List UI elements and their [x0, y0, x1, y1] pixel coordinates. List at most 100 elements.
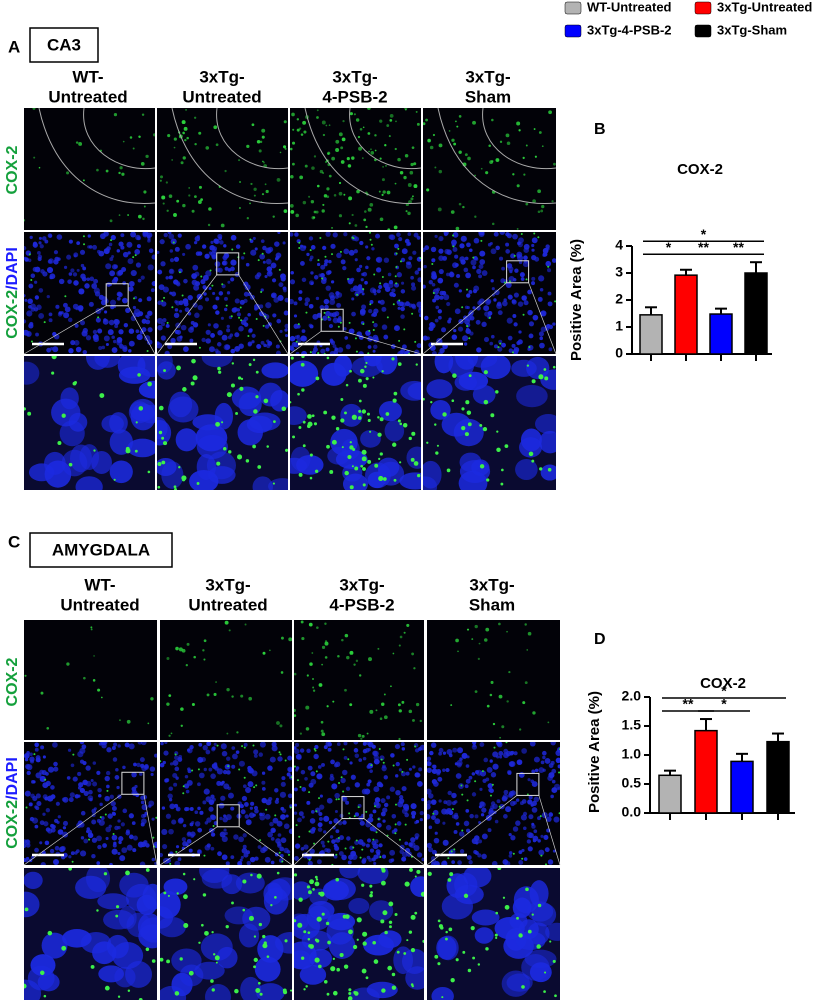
cox2-signal	[166, 702, 170, 706]
nucleus	[426, 336, 430, 341]
cox2-signal	[306, 674, 309, 677]
micrograph	[24, 868, 157, 1000]
nucleus	[518, 330, 522, 334]
zoom-line	[156, 274, 217, 355]
cox2-signal	[27, 411, 32, 416]
cox2-signal	[367, 207, 372, 212]
nucleus	[168, 268, 175, 275]
nucleus	[501, 342, 506, 348]
cox2-signal	[205, 146, 210, 150]
nucleus	[328, 932, 356, 959]
nucleus	[526, 839, 532, 844]
cox2-signal	[200, 198, 203, 202]
cox2-signal	[356, 938, 359, 941]
cox2-signal	[536, 944, 541, 949]
cox2-signal	[409, 170, 414, 175]
nucleus	[317, 822, 323, 828]
nucleus	[269, 821, 274, 827]
cox2-signal	[253, 786, 256, 789]
cox2-signal	[558, 771, 560, 774]
cox2-signal	[166, 959, 171, 964]
cox2-signal	[314, 881, 320, 887]
cox2-signal	[352, 846, 355, 849]
nucleus	[253, 753, 258, 758]
row-label: COX-2/DAPI	[4, 757, 21, 849]
cox2-signal	[381, 988, 386, 993]
nucleus	[25, 842, 31, 848]
cox2-signal	[526, 649, 529, 651]
nucleus	[463, 267, 469, 273]
cox2-signal	[351, 213, 354, 217]
nucleus	[511, 359, 537, 377]
panel-letter: C	[8, 532, 20, 551]
cox2-signal	[356, 293, 359, 296]
cox2-signal	[471, 638, 474, 641]
nucleus	[39, 820, 45, 826]
significance-label: **	[698, 239, 709, 255]
cox2-signal	[346, 157, 350, 161]
nucleus	[218, 291, 224, 296]
nucleus	[202, 800, 207, 805]
nucleus	[301, 815, 305, 819]
nucleus	[224, 296, 228, 301]
nucleus	[529, 742, 536, 747]
cox2-signal	[379, 157, 382, 160]
cox2-signal	[289, 806, 292, 809]
nucleus	[307, 765, 313, 771]
cox2-signal	[201, 923, 204, 927]
cox2-signal	[178, 271, 181, 274]
nucleus	[497, 310, 503, 316]
cox2-signal	[338, 214, 343, 218]
nucleus	[350, 287, 355, 292]
nucleus	[527, 778, 531, 782]
cox2-signal	[228, 629, 231, 632]
region-outline	[437, 108, 556, 205]
cox2-signal	[197, 200, 202, 204]
nucleus	[132, 848, 137, 853]
nucleus	[220, 743, 227, 750]
nucleus	[73, 340, 80, 346]
nucleus	[123, 323, 129, 328]
nucleus	[446, 272, 450, 277]
nucleus	[183, 278, 188, 284]
nucleus	[505, 806, 512, 813]
cox2-signal	[378, 475, 384, 482]
nucleus	[254, 808, 259, 814]
nucleus	[389, 849, 396, 856]
nucleus	[451, 239, 457, 246]
nucleus	[508, 348, 514, 353]
nucleus	[276, 820, 283, 827]
cox2-signal	[370, 243, 373, 246]
nucleus	[177, 757, 183, 762]
column-header: 4-PSB-2	[329, 595, 394, 614]
nucleus	[464, 305, 469, 310]
bar	[674, 274, 698, 355]
cox2-signal	[498, 622, 501, 626]
nucleus	[172, 772, 178, 779]
cox2-signal	[253, 957, 258, 963]
cox2-signal	[198, 346, 201, 349]
cox2-signal	[311, 652, 314, 654]
cox2-signal	[324, 160, 328, 164]
nucleus	[301, 277, 307, 283]
nucleus	[518, 860, 524, 865]
cox2-signal	[377, 647, 380, 650]
nucleus	[111, 806, 117, 811]
nucleus	[411, 815, 416, 819]
nucleus	[294, 811, 298, 815]
nucleus	[140, 800, 145, 805]
cox2-signal	[147, 470, 151, 474]
cox2-signal	[520, 233, 523, 236]
nucleus	[488, 787, 493, 793]
nucleus	[348, 249, 355, 256]
cox2-signal	[324, 255, 327, 258]
cox2-signal	[129, 136, 133, 139]
cox2-signal	[276, 178, 281, 182]
nucleus	[97, 893, 130, 910]
nucleus	[361, 310, 365, 314]
nucleus	[434, 294, 440, 301]
nucleus	[320, 278, 327, 285]
cox2-signal	[406, 758, 409, 761]
nucleus	[491, 287, 495, 291]
cox2-signal	[304, 164, 308, 168]
